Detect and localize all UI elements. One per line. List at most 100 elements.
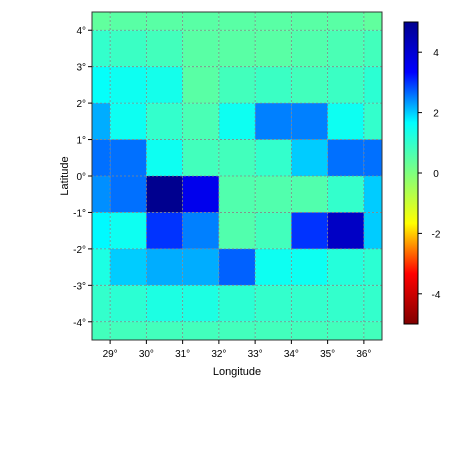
heatmap-cell xyxy=(110,321,147,340)
heatmap-cell xyxy=(110,248,147,286)
heatmap-cell xyxy=(146,139,183,176)
heatmap-cell xyxy=(327,103,364,140)
heatmap-cell xyxy=(291,12,328,31)
heatmap-cell xyxy=(110,103,147,140)
heatmap-cell xyxy=(92,212,111,249)
colorbar-tick-label: -4 xyxy=(432,290,441,301)
heatmap-cell xyxy=(218,66,256,104)
heatmap-cells xyxy=(92,12,382,340)
heatmap-cell xyxy=(291,103,328,140)
heatmap-cell xyxy=(363,12,382,31)
heatmap-cell xyxy=(110,212,147,249)
y-tick-label: 1° xyxy=(76,136,86,147)
heatmap-cell xyxy=(255,12,292,31)
heatmap-cell xyxy=(363,285,382,322)
heatmap-cell xyxy=(110,30,147,67)
heatmap-cell xyxy=(291,176,328,213)
heatmap-cell xyxy=(182,66,219,104)
x-tick-label: 36° xyxy=(356,349,371,360)
heatmap-cell xyxy=(182,212,219,249)
colorbar-tick-label: 0 xyxy=(433,169,439,180)
heatmap-cell xyxy=(92,248,111,286)
y-tick-label: 3° xyxy=(76,63,86,74)
heatmap-cell xyxy=(146,176,183,213)
x-axis-ticks: 29° 30° 31° 32° 33° 34° 35° 36° xyxy=(103,340,371,360)
heatmap-cell xyxy=(363,66,382,104)
y-tick-label: -2° xyxy=(73,245,86,256)
heatmap-cell xyxy=(218,212,256,249)
heatmap-cell xyxy=(291,321,328,340)
heatmap-cell xyxy=(218,139,256,176)
heatmap-cell xyxy=(146,30,183,67)
heatmap-cell xyxy=(255,30,292,67)
colorbar-tick-label: -2 xyxy=(432,229,441,240)
heatmap-cell xyxy=(92,176,111,213)
x-tick-label: 34° xyxy=(284,349,299,360)
y-tick-label: -4° xyxy=(73,318,86,329)
heatmap-cell xyxy=(92,285,111,322)
y-tick-label: 0° xyxy=(76,172,86,183)
heatmap-cell xyxy=(255,248,292,286)
heatmap-cell xyxy=(218,248,256,286)
heatmap-cell xyxy=(291,66,328,104)
heatmap-cell xyxy=(218,321,256,340)
x-tick-label: 32° xyxy=(211,349,226,360)
heatmap-cell xyxy=(363,139,382,176)
heatmap-cell xyxy=(146,12,183,31)
heatmap-cell xyxy=(182,103,219,140)
heatmap-cell xyxy=(291,30,328,67)
heatmap-cell xyxy=(182,139,219,176)
y-axis-ticks: 4° 3° 2° 1° 0° -1° -2° -3° -4° xyxy=(73,26,92,329)
heatmap-cell xyxy=(92,12,111,31)
heatmap-cell xyxy=(327,285,364,322)
heatmap-cell xyxy=(182,30,219,67)
heatmap-cell xyxy=(255,66,292,104)
heatmap-cell xyxy=(327,66,364,104)
heatmap-cell xyxy=(327,248,364,286)
x-tick-label: 31° xyxy=(175,349,190,360)
heatmap-cell xyxy=(146,66,183,104)
heatmap-cell xyxy=(182,285,219,322)
heatmap-cell xyxy=(146,212,183,249)
heatmap-cell xyxy=(363,321,382,340)
heatmap-cell xyxy=(327,212,364,249)
y-tick-label: 4° xyxy=(76,26,86,37)
heatmap-cell xyxy=(110,285,147,322)
heatmap-cell xyxy=(92,103,111,140)
heatmap-cell xyxy=(255,139,292,176)
heatmap-cell xyxy=(92,321,111,340)
heatmap-cell xyxy=(218,30,256,67)
y-tick-label: -3° xyxy=(73,281,86,292)
colorbar-ticks: 4 2 0 -2 -4 xyxy=(418,48,441,301)
y-tick-label: -1° xyxy=(73,208,86,219)
heatmap-cell xyxy=(255,285,292,322)
heatmap-cell xyxy=(146,248,183,286)
y-axis-label: Latitude xyxy=(59,156,71,195)
heatmap-cell xyxy=(92,66,111,104)
heatmap-cell xyxy=(363,103,382,140)
heatmap-cell xyxy=(182,12,219,31)
colorbar-tick-label: 4 xyxy=(433,48,439,59)
colorbar-tick-label: 2 xyxy=(433,109,439,120)
x-tick-label: 29° xyxy=(103,349,118,360)
heatmap-cell xyxy=(218,176,256,213)
heatmap-cell xyxy=(218,12,256,31)
heatmap-cell xyxy=(182,176,219,213)
heatmap-cell xyxy=(327,12,364,31)
heatmap-cell xyxy=(291,248,328,286)
heatmap-cell xyxy=(110,139,147,176)
heatmap-cell xyxy=(255,212,292,249)
x-axis-label: Longitude xyxy=(213,366,261,378)
heatmap-cell xyxy=(218,285,256,322)
heatmap-cell xyxy=(110,12,147,31)
heatmap-cell xyxy=(255,176,292,213)
x-tick-label: 35° xyxy=(320,349,335,360)
heatmap-cell xyxy=(327,321,364,340)
heatmap-cell xyxy=(363,176,382,213)
heatmap-cell xyxy=(218,103,256,140)
y-tick-label: 2° xyxy=(76,99,86,110)
heatmap-cell xyxy=(92,139,111,176)
heatmap-cell xyxy=(182,321,219,340)
grid-lines xyxy=(92,12,382,340)
